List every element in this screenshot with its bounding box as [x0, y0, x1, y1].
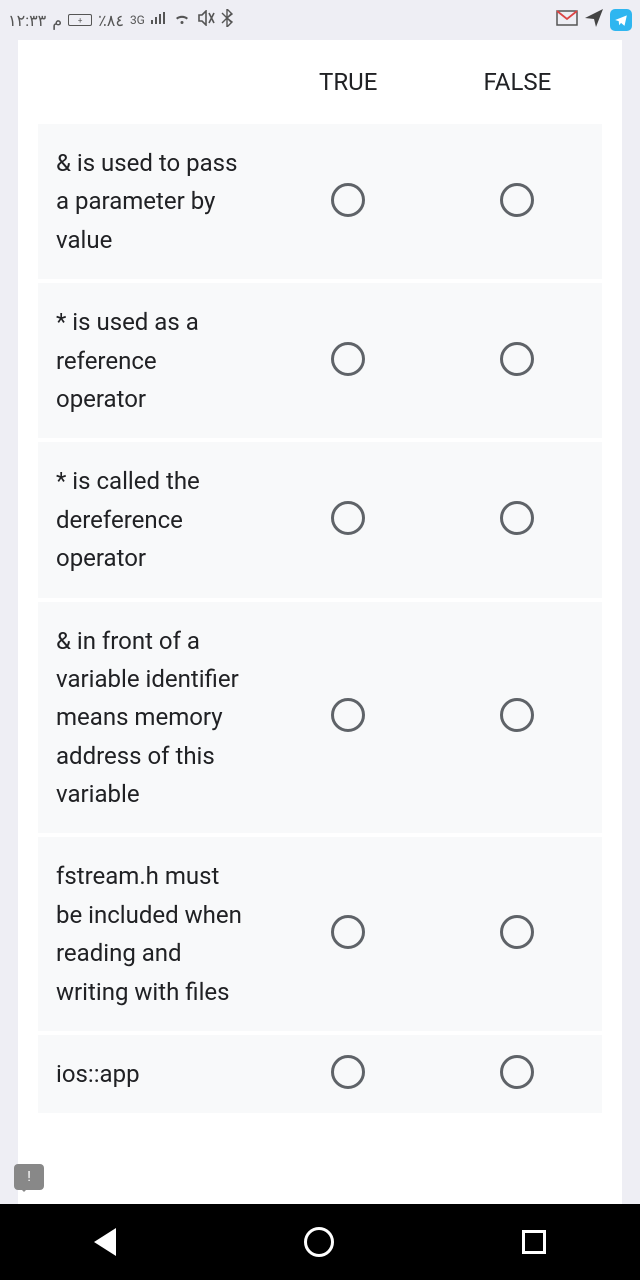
table-row: fstream.h must be included when reading …: [38, 837, 602, 1031]
radio-false[interactable]: [500, 342, 534, 376]
radio-true[interactable]: [331, 698, 365, 732]
radio-true[interactable]: [331, 501, 365, 535]
col-false-header: FALSE: [433, 44, 602, 120]
radio-false[interactable]: [500, 915, 534, 949]
battery-icon: +: [68, 14, 92, 26]
table-row: & is used to pass a parameter by value: [38, 124, 602, 279]
nav-back-button[interactable]: [94, 1228, 116, 1256]
quiz-table: TRUE FALSE & is used to pass a parameter…: [38, 40, 602, 1117]
radio-true[interactable]: [331, 183, 365, 217]
radio-cell-false: [433, 124, 602, 279]
question-text: * is called the dereference operator: [38, 442, 264, 597]
table-row: ios::app: [38, 1035, 602, 1113]
radio-cell-true: [264, 283, 433, 438]
radio-cell-true: [264, 602, 433, 834]
question-text: & in front of a variable identifier mean…: [38, 602, 264, 834]
network-type: 3G: [130, 13, 145, 27]
radio-false[interactable]: [500, 698, 534, 732]
radio-false[interactable]: [500, 501, 534, 535]
feedback-button[interactable]: !: [14, 1164, 44, 1190]
battery-pct: ٪٨٤: [98, 11, 124, 30]
quiz-card: TRUE FALSE & is used to pass a parameter…: [18, 40, 622, 1204]
wifi-icon: [173, 11, 191, 30]
radio-true[interactable]: [331, 342, 365, 376]
bluetooth-icon: [221, 9, 233, 31]
telegram-icon: [610, 9, 632, 31]
clock-ampm: م: [52, 11, 62, 30]
radio-cell-true: [264, 442, 433, 597]
status-right: [556, 8, 632, 32]
send-icon: [584, 8, 604, 32]
status-left: ١٢:٣٣ م + ٪٨٤ 3G: [8, 9, 233, 31]
col-true-header: TRUE: [264, 44, 433, 120]
radio-cell-false: [433, 283, 602, 438]
table-row: & in front of a variable identifier mean…: [38, 602, 602, 834]
radio-false[interactable]: [500, 183, 534, 217]
radio-cell-false: [433, 442, 602, 597]
content-area: TRUE FALSE & is used to pass a parameter…: [0, 40, 640, 1204]
question-text: & is used to pass a parameter by value: [38, 124, 264, 279]
nav-recent-button[interactable]: [522, 1230, 546, 1254]
nav-home-button[interactable]: [304, 1227, 334, 1257]
radio-true[interactable]: [331, 915, 365, 949]
radio-cell-true: [264, 1035, 433, 1113]
status-bar: ١٢:٣٣ م + ٪٨٤ 3G: [0, 0, 640, 40]
mute-icon: [197, 10, 215, 30]
radio-cell-false: [433, 837, 602, 1031]
radio-cell-false: [433, 602, 602, 834]
gmail-icon: [556, 10, 578, 30]
header-row: TRUE FALSE: [38, 44, 602, 120]
table-row: * is called the dereference operator: [38, 442, 602, 597]
question-text: * is used as a reference operator: [38, 283, 264, 438]
question-text: fstream.h must be included when reading …: [38, 837, 264, 1031]
clock-time: ١٢:٣٣: [8, 11, 46, 30]
radio-false[interactable]: [500, 1055, 534, 1089]
radio-cell-true: [264, 124, 433, 279]
question-text: ios::app: [38, 1035, 264, 1113]
nav-bar: [0, 1204, 640, 1280]
radio-true[interactable]: [331, 1055, 365, 1089]
table-row: * is used as a reference operator: [38, 283, 602, 438]
radio-cell-false: [433, 1035, 602, 1113]
radio-cell-true: [264, 837, 433, 1031]
signal-icon: [151, 11, 167, 30]
